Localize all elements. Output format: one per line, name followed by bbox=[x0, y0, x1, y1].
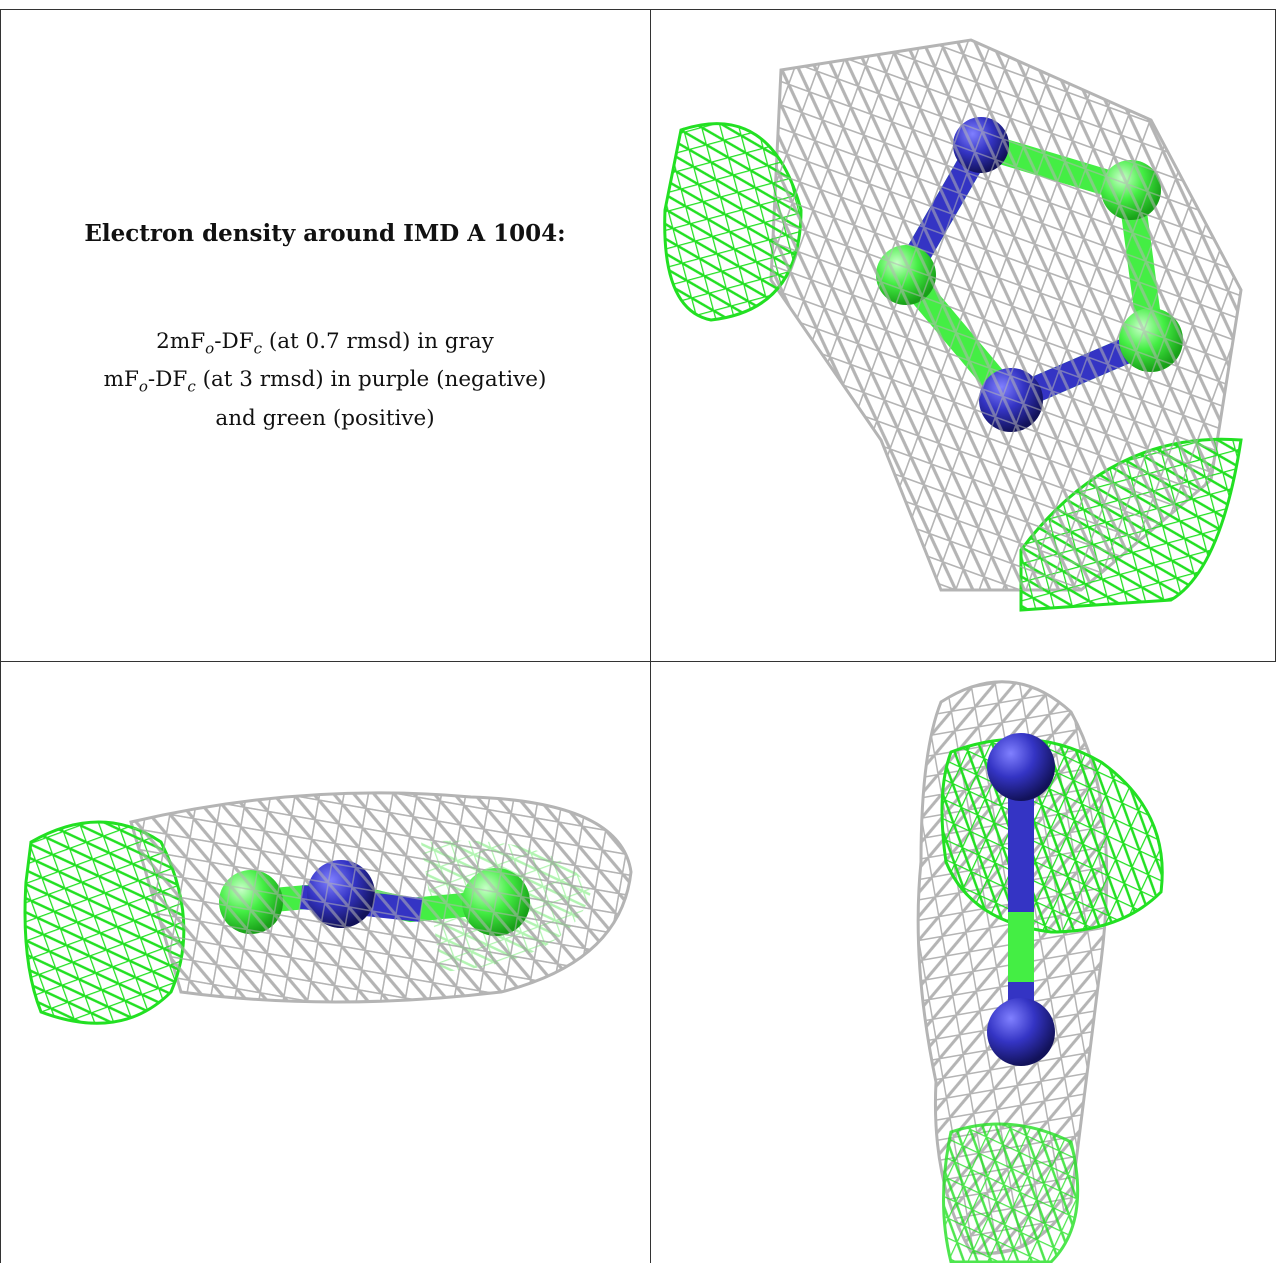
legend-line-green: and green (positive) bbox=[215, 405, 435, 431]
density-render-front bbox=[663, 38, 1243, 612]
middle-divider bbox=[0, 661, 1276, 662]
molecule-view-end bbox=[651, 662, 1275, 1263]
legend-line-gray: 2mFo-DFc (at 0.7 rmsd) in gray bbox=[156, 329, 494, 358]
green-mesh-side bbox=[23, 820, 186, 1025]
caption-cell: Electron density around IMD A 1004: 2mFo… bbox=[0, 0, 650, 660]
density-render-side bbox=[23, 791, 633, 1025]
molecule-view-side bbox=[1, 662, 650, 1263]
caption-legend: 2mFo-DFc (at 0.7 rmsd) in gray mFo-DFc (… bbox=[0, 326, 650, 435]
imidazole-end bbox=[987, 733, 1055, 1066]
molecule-view-front bbox=[651, 10, 1275, 661]
top-border bbox=[0, 9, 1276, 10]
center-divider bbox=[650, 9, 651, 1263]
caption-title: Electron density around IMD A 1004: bbox=[84, 220, 566, 247]
green-mesh-end-bottom bbox=[942, 1122, 1080, 1263]
density-render-end bbox=[916, 680, 1164, 1263]
left-border bbox=[0, 9, 1, 1263]
legend-line-difference: mFo-DFc (at 3 rmsd) in purple (negative) bbox=[103, 367, 547, 396]
